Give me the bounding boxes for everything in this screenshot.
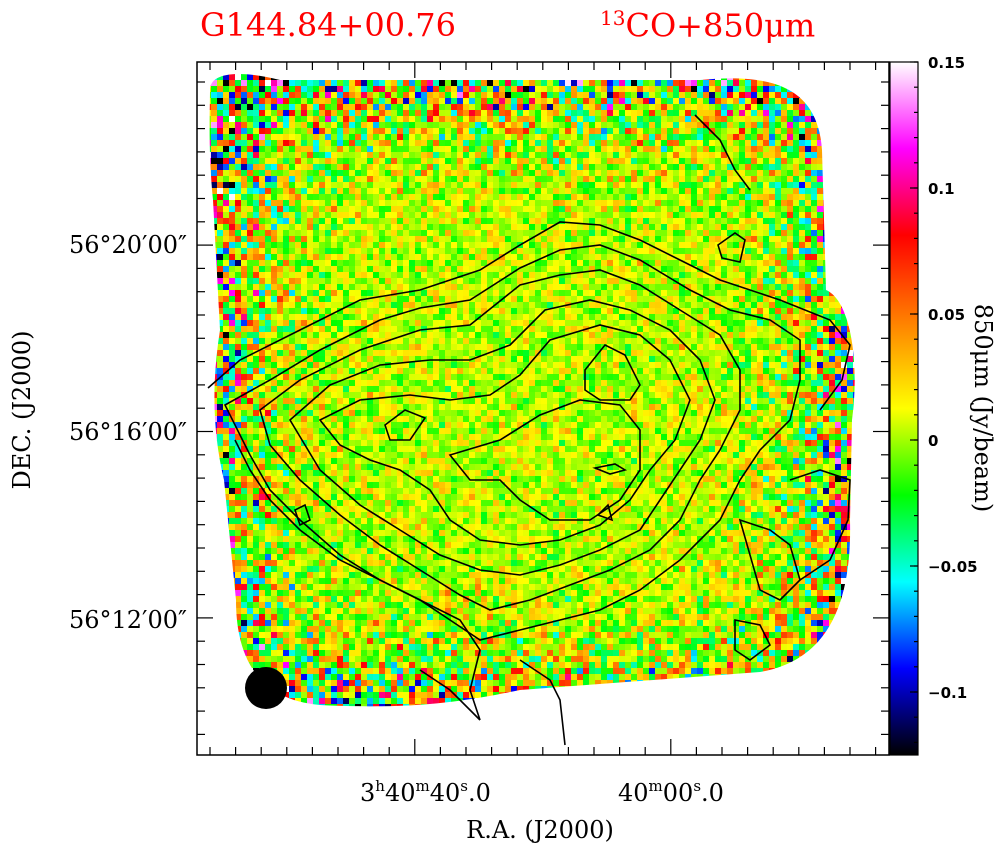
contour-bottom-left bbox=[419, 669, 481, 721]
contour-small-island bbox=[717, 232, 746, 263]
tracer-isotope-superscript: 13 bbox=[600, 6, 626, 30]
colorbar-tick-label: 0.05 bbox=[928, 306, 965, 324]
contour-left-edge bbox=[294, 503, 311, 527]
contour-right-edge bbox=[789, 469, 851, 581]
contour-level-7c bbox=[596, 503, 614, 522]
tick-labels: 56°20′00″ 56°16′00″ 56°12′00″ 3h40m40s.0… bbox=[8, 231, 724, 844]
colorbar-bar bbox=[889, 61, 919, 756]
contour-bottom-right-2 bbox=[734, 619, 772, 661]
intensity-map bbox=[209, 74, 855, 707]
contour-level-2 bbox=[223, 244, 801, 641]
co-contours bbox=[207, 114, 851, 746]
contour-level-1 bbox=[207, 221, 851, 411]
colorbar-tick-label: −0.05 bbox=[928, 558, 978, 576]
colorbar-ticks bbox=[910, 61, 918, 744]
y-axis-label: DEC. (J2000) bbox=[8, 331, 36, 490]
colorbar: 0.15 0.1 0.05 0 −0.05 −0.1 850μm (Jy/beam) bbox=[889, 54, 997, 756]
colorbar-tick-label: 0.15 bbox=[928, 54, 965, 72]
beam-marker bbox=[245, 667, 287, 709]
contour-level-7b bbox=[592, 463, 628, 475]
tracer-label: CO+850μm bbox=[625, 6, 816, 45]
y-tick-label: 56°20′00″ bbox=[69, 231, 187, 259]
axis-ticks bbox=[197, 62, 889, 755]
colorbar-tick-label: 0 bbox=[928, 432, 938, 450]
y-tick-label: 56°12′00″ bbox=[69, 606, 187, 634]
x-axis-label: R.A. (J2000) bbox=[466, 816, 614, 844]
contour-level-3 bbox=[259, 269, 741, 611]
colorbar-tick-label: 0.1 bbox=[928, 180, 955, 198]
contour-level-5 bbox=[318, 324, 691, 546]
colorbar-tick-label: −0.1 bbox=[928, 684, 967, 702]
colorbar-tick-labels: 0.15 0.1 0.05 0 −0.05 −0.1 bbox=[928, 54, 978, 702]
contour-level-6 bbox=[384, 409, 427, 441]
source-name-title: G144.84+00.76 bbox=[200, 6, 456, 44]
y-tick-label: 56°16′00″ bbox=[69, 418, 187, 446]
x-tick-label: 40m00s.0 bbox=[618, 777, 724, 807]
colorbar-label: 850μm (Jy/beam) bbox=[969, 304, 997, 512]
tracer-title: 13CO+850μm bbox=[600, 6, 815, 45]
contour-level-4 bbox=[288, 299, 716, 576]
contour-bottom-tail bbox=[519, 659, 566, 746]
contour-level-7 bbox=[584, 343, 641, 401]
contour-level-6b bbox=[448, 399, 641, 521]
contour-top-right bbox=[694, 114, 751, 191]
x-tick-label: 3h40m40s.0 bbox=[360, 777, 491, 807]
